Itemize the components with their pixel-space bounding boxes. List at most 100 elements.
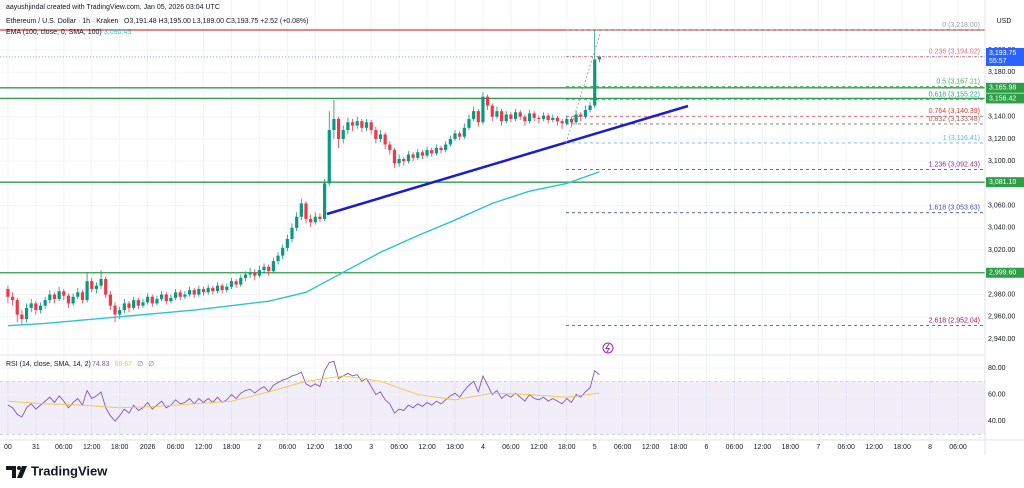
x-tick-label: 06:00 xyxy=(837,444,855,451)
ema-line xyxy=(7,171,600,327)
candle-body xyxy=(499,111,504,122)
candle-body xyxy=(462,127,466,137)
candle-body xyxy=(448,138,452,145)
candle-body xyxy=(318,216,322,219)
y-tick-label: 2,980.00 xyxy=(988,291,1015,298)
plot xyxy=(6,30,601,422)
rsi-reading: ∅ xyxy=(137,361,143,368)
level-label: 3,165.98 xyxy=(989,85,1016,92)
candle-body xyxy=(504,114,508,122)
candle-body xyxy=(336,118,341,139)
candle-body xyxy=(43,300,47,306)
candle-body xyxy=(569,118,574,123)
candle-body xyxy=(555,117,560,122)
candle-body xyxy=(215,285,220,292)
candle-body xyxy=(439,147,443,151)
candle-body xyxy=(155,298,159,304)
candle-body xyxy=(518,112,522,117)
candle-body xyxy=(211,287,215,292)
level-label-box xyxy=(986,93,1024,104)
candle-body xyxy=(150,296,154,304)
candle-body xyxy=(285,238,289,248)
x-tick-label: 18:00 xyxy=(670,444,688,451)
candle-body xyxy=(453,133,457,139)
candle-body xyxy=(486,96,490,106)
x-tick-label: 18:00 xyxy=(223,444,241,451)
x-tick-label: 18:00 xyxy=(446,444,464,451)
x-tick-label: 06:00 xyxy=(949,444,967,451)
candle-body xyxy=(52,294,57,299)
y-tick-label: 2,960.00 xyxy=(988,314,1015,321)
x-tick-label: 7 xyxy=(816,444,820,451)
currency: USD xyxy=(997,18,1012,25)
fib-label: 0 (3,218.00) xyxy=(942,22,980,29)
x-tick-label: 12:00 xyxy=(865,444,883,451)
x-tick-label: 12:00 xyxy=(530,444,548,451)
candle-body xyxy=(62,291,66,296)
rsi-line xyxy=(7,360,600,422)
candle-body xyxy=(364,122,369,128)
candle-body xyxy=(346,122,350,131)
level-label-box xyxy=(986,177,1024,188)
x-tick-label: 18:00 xyxy=(111,444,129,451)
candle-body xyxy=(90,281,94,289)
candle-body xyxy=(136,300,140,306)
candle-body xyxy=(253,272,257,276)
candle-body xyxy=(271,261,275,272)
y-tick-label: 3,060.00 xyxy=(988,202,1015,209)
logo: TradingView xyxy=(6,463,108,478)
last-price-label: 3,193.75 xyxy=(989,50,1016,57)
level-label: 3,156.42 xyxy=(989,95,1016,102)
candle-body xyxy=(350,122,355,126)
logo-mark xyxy=(6,466,16,478)
candle-body xyxy=(160,294,164,299)
fib-label: 0.764 (3,140.39) xyxy=(929,108,980,115)
fib-label: 0.5 (3,167.21) xyxy=(936,78,980,85)
candle-body xyxy=(513,112,518,119)
y-tick-label: 2,940.00 xyxy=(988,336,1015,343)
x-tick-label: 6 xyxy=(705,444,709,451)
candle-body xyxy=(588,105,592,111)
candle-body xyxy=(551,117,555,121)
candle-body xyxy=(444,144,448,151)
x-tick-label: 12:00 xyxy=(195,444,213,451)
candle-body xyxy=(397,158,401,164)
level-label-box xyxy=(986,267,1024,278)
rsi-ma-line xyxy=(7,375,600,409)
candle-body xyxy=(481,96,485,123)
fib-label: 1.618 (3,053.63) xyxy=(929,205,980,212)
candle-body xyxy=(197,288,201,295)
candle-body xyxy=(295,216,299,228)
candle-body xyxy=(490,105,494,117)
candle-body xyxy=(6,288,10,297)
fib-label: 2.618 (2,952.04) xyxy=(929,317,980,324)
levels: 0 (3,218.00) 0.236 (3,194.02) 0.5 (3,167.2… xyxy=(0,22,985,327)
grid xyxy=(0,0,985,440)
y-tick-label: 3,020.00 xyxy=(988,247,1015,254)
candle-body xyxy=(476,111,480,123)
x-tick-label: 18:00 xyxy=(334,444,352,451)
candle-body xyxy=(290,227,294,239)
x-tick-label: 18:00 xyxy=(558,444,576,451)
y-tick-label: 40.00 xyxy=(988,418,1006,425)
rsi-readings: 74.83 68.67 ∅ ∅ xyxy=(92,361,154,368)
candle-body xyxy=(48,294,52,301)
candle-body xyxy=(425,150,429,156)
symbol: Ethereum / U.S. Dollar · 1h · Kraken xyxy=(6,18,119,25)
candle-body xyxy=(323,183,327,219)
rsi-legend: RSI (14, close, SMA, 14, 2) xyxy=(6,361,91,368)
candle-body xyxy=(458,133,462,137)
candle-body xyxy=(57,291,61,299)
candle-body xyxy=(355,121,359,126)
candle-body xyxy=(406,154,411,162)
y-tick-label: 3,120.00 xyxy=(988,136,1015,143)
x-tick-label: 12:00 xyxy=(418,444,436,451)
candle-body xyxy=(169,297,173,302)
candle-body xyxy=(20,314,24,319)
level-label: 3,081.10 xyxy=(989,179,1016,186)
x-tick-label: 18:00 xyxy=(782,444,800,451)
x-tick-label: 2 xyxy=(257,444,261,451)
fib-label: 0.832 (3,133.48) xyxy=(929,116,980,123)
candle-body xyxy=(509,114,513,119)
